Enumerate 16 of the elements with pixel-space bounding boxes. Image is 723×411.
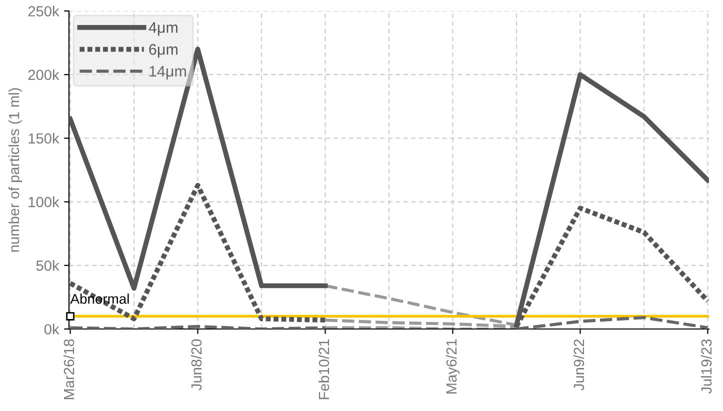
- legend-label: 6μm: [149, 44, 178, 58]
- x-tick-label: Feb10/21: [318, 339, 330, 400]
- legend-label: 14μm: [150, 66, 186, 80]
- x-tick-label: Jun9/22: [573, 339, 584, 390]
- y-axis-title: number of particles (1 ml): [8, 88, 22, 252]
- x-tick-label: May6/21: [446, 339, 460, 394]
- y-tick-label: 50k: [36, 260, 60, 271]
- x-tick-label: Jul19/23: [700, 339, 712, 394]
- legend-label: 4μm: [148, 22, 178, 36]
- y-tick-label: 100k: [28, 196, 60, 208]
- y-tick-label: 200k: [28, 69, 60, 80]
- y-tick-label: 250k: [28, 6, 60, 16]
- x-tick-label: Mar26/18: [63, 339, 74, 400]
- y-tick-label: 150k: [28, 132, 60, 144]
- x-tick-label: Jun8/20: [190, 339, 202, 390]
- y-tick-label: 0k: [44, 324, 60, 334]
